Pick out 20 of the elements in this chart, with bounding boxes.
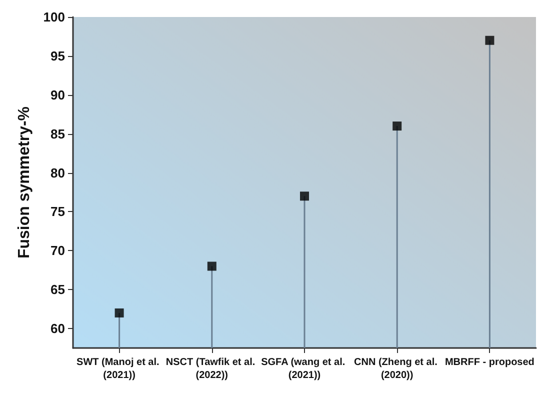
point	[207, 262, 216, 271]
x-tick-label: SWT (Manoj et al. (2021))	[76, 357, 162, 381]
y-tick-label: 95	[50, 48, 65, 64]
y-tick-label: 70	[50, 243, 65, 258]
y-axis-title: Fusion symmetry-%	[16, 106, 33, 259]
y-tick-label: 65	[50, 282, 65, 298]
y-tick-label: 90	[50, 87, 65, 102]
y-tick-label: 80	[50, 165, 65, 180]
point	[300, 192, 309, 201]
y-tick-label: 100	[43, 10, 65, 24]
y-tick-label: 60	[50, 321, 65, 336]
x-tick-label: SGFA (wang et al. (2021))	[261, 357, 348, 381]
point	[114, 308, 124, 318]
point	[392, 122, 402, 131]
x-tick-label: NSCT (Tawfik et al. (2022))	[166, 357, 258, 381]
x-tick-label: CNN (Zheng et al. (2020))	[354, 357, 440, 381]
y-tick-label: 85	[50, 126, 65, 142]
point	[485, 36, 494, 45]
y-tick-label: 75	[50, 204, 65, 220]
x-tick-label: MBRFF - proposed	[444, 357, 534, 368]
